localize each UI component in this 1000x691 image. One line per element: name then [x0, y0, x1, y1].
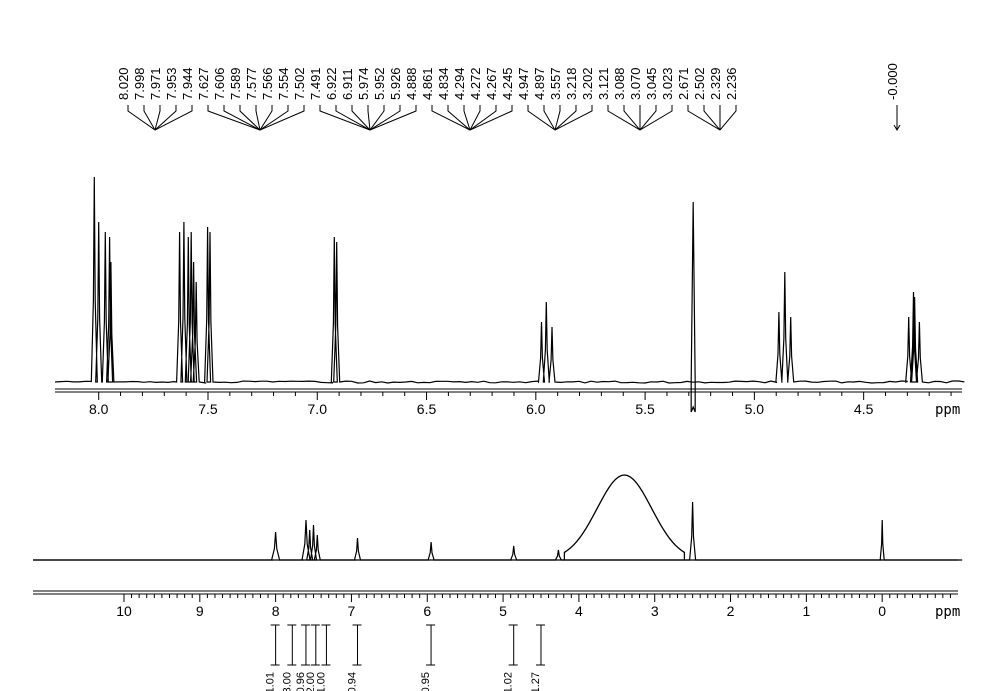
svg-text:7.953: 7.953 [164, 67, 179, 100]
svg-text:7.566: 7.566 [260, 67, 275, 100]
svg-text:2.329: 2.329 [708, 67, 723, 100]
svg-text:10: 10 [116, 603, 132, 619]
svg-text:0.94: 0.94 [347, 672, 359, 691]
svg-text:4.272: 4.272 [468, 67, 483, 100]
svg-text:6.0: 6.0 [526, 401, 546, 417]
svg-text:8.0: 8.0 [89, 401, 109, 417]
svg-text:7.554: 7.554 [276, 67, 291, 100]
svg-text:3.045: 3.045 [644, 67, 659, 100]
integral-bracket [301, 625, 310, 665]
svg-text:7: 7 [348, 603, 356, 619]
svg-text:4.861: 4.861 [420, 67, 435, 100]
svg-text:7.627: 7.627 [196, 67, 211, 100]
svg-text:7.0: 7.0 [308, 401, 328, 417]
svg-text:9: 9 [196, 603, 204, 619]
svg-text:0.95: 0.95 [420, 672, 432, 691]
svg-text:3.121: 3.121 [596, 67, 611, 100]
svg-text:6.922: 6.922 [324, 67, 339, 100]
svg-text:7.577: 7.577 [244, 67, 259, 100]
svg-text:3.023: 3.023 [660, 67, 675, 100]
svg-text:2.671: 2.671 [676, 67, 691, 100]
svg-text:5.952: 5.952 [372, 67, 387, 100]
svg-text:5.974: 5.974 [356, 67, 371, 100]
svg-text:ppm: ppm [935, 604, 960, 620]
svg-text:7.502: 7.502 [292, 67, 307, 100]
svg-text:1.01: 1.01 [265, 672, 277, 691]
zoom-spectrum [55, 177, 964, 383]
svg-text:5: 5 [499, 603, 507, 619]
svg-text:1.02: 1.02 [503, 672, 515, 691]
svg-text:6.5: 6.5 [417, 401, 437, 417]
svg-text:1.00: 1.00 [315, 672, 327, 691]
svg-text:4.5: 4.5 [854, 401, 874, 417]
svg-text:7.971: 7.971 [148, 67, 163, 100]
svg-text:6: 6 [423, 603, 431, 619]
svg-text:2.502: 2.502 [692, 67, 707, 100]
svg-text:3.00: 3.00 [281, 672, 293, 691]
solvent-peak [691, 202, 695, 412]
integral-bracket [426, 625, 435, 665]
svg-text:1.27: 1.27 [530, 672, 542, 691]
svg-text:3.070: 3.070 [628, 67, 643, 100]
svg-text:2: 2 [727, 603, 735, 619]
svg-text:5.926: 5.926 [388, 67, 403, 100]
svg-text:5.5: 5.5 [635, 401, 655, 417]
svg-text:7.944: 7.944 [180, 67, 195, 100]
svg-text:7.491: 7.491 [308, 67, 323, 100]
integral-bracket [311, 625, 320, 665]
svg-text:8.020: 8.020 [116, 67, 131, 100]
integral-bracket [287, 625, 296, 665]
svg-text:7.606: 7.606 [212, 67, 227, 100]
svg-text:7.998: 7.998 [132, 67, 147, 100]
svg-text:4.834: 4.834 [436, 67, 451, 100]
integral-bracket [536, 625, 545, 665]
svg-text:1: 1 [802, 603, 810, 619]
svg-text:ppm: ppm [935, 402, 960, 418]
svg-text:6.911: 6.911 [340, 68, 355, 100]
integral-bracket [509, 625, 518, 665]
svg-text:4.267: 4.267 [484, 67, 499, 100]
svg-text:0: 0 [878, 603, 886, 619]
svg-text:4.294: 4.294 [452, 67, 467, 100]
svg-text:2.236: 2.236 [724, 67, 739, 100]
integral-bracket [271, 625, 280, 665]
integral-bracket [353, 625, 362, 665]
svg-text:4.245: 4.245 [500, 67, 515, 100]
broad-peak [564, 475, 684, 560]
svg-text:5.0: 5.0 [745, 401, 765, 417]
svg-text:7.589: 7.589 [228, 67, 243, 100]
svg-text:-0.000: -0.000 [885, 63, 900, 100]
svg-text:3.202: 3.202 [580, 67, 595, 100]
svg-text:3: 3 [651, 603, 659, 619]
svg-text:3.557: 3.557 [548, 67, 563, 100]
svg-text:7.5: 7.5 [198, 401, 218, 417]
integral-bracket [321, 625, 330, 665]
svg-text:3.088: 3.088 [612, 67, 627, 100]
svg-text:4: 4 [575, 603, 583, 619]
full-spectrum [33, 502, 962, 560]
svg-text:8: 8 [272, 603, 280, 619]
svg-text:4.947: 4.947 [516, 67, 531, 100]
svg-text:4.888: 4.888 [404, 67, 419, 100]
svg-text:3.218: 3.218 [564, 67, 579, 100]
svg-text:4.897: 4.897 [532, 67, 547, 100]
